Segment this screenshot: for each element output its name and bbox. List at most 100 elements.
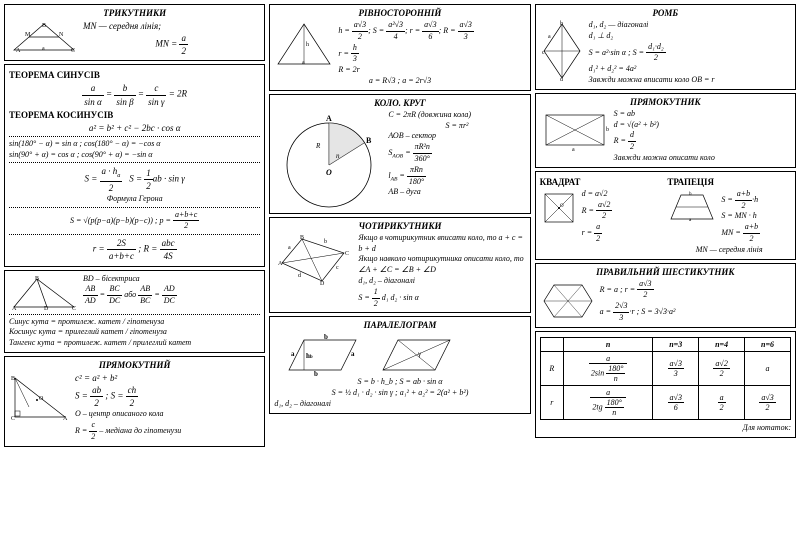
- svg-text:A: A: [326, 114, 332, 123]
- midline-formula: MN = a2: [83, 32, 260, 57]
- svg-text:C: C: [71, 48, 75, 54]
- quads-area: S = 12 d₁ d₂ · sin α: [358, 287, 525, 310]
- svg-text:C: C: [345, 251, 349, 257]
- heron-formula: S = √(p(p−a)(p−b)(p−c)) ; p = a+b+c2: [9, 210, 260, 233]
- svg-text:h: h: [306, 42, 309, 48]
- polygon-table: n n=3 n=4 n=6 R a2sin 180°n a√33 a√22 a …: [540, 337, 791, 420]
- rhombus-box: РОМБ ab dc d₁, d₂ — діагоналі d₁ ⊥ d₂ S …: [535, 4, 796, 90]
- svg-text:b: b: [606, 127, 609, 133]
- hex-f1: R = a ; r = a√32: [600, 279, 791, 302]
- trap-f2: S = MN · h: [721, 211, 791, 222]
- trig-cos: Косинус кута = прилеглий катет / гіпотен…: [9, 327, 260, 338]
- square-diagram: O: [540, 189, 578, 227]
- sines-title: ТЕОРЕМА СИНУСІВ: [9, 70, 260, 80]
- r2-c3: a2: [699, 385, 745, 419]
- bisector-text: BD – бісектриса: [83, 274, 260, 285]
- quads-diag: d₁, d₂ – діагоналі: [358, 276, 525, 287]
- circle-arc: lAB = πRn180°: [388, 165, 525, 188]
- trap-diagram: ba: [667, 189, 717, 223]
- rhombus-sum: d₁² + d₂² = 4a²: [589, 64, 791, 75]
- r2-c1: a2tg 180°n: [563, 385, 652, 419]
- rect-d: d = √(a² + b²): [614, 120, 791, 131]
- circle-c: C = 2πR (довжина кола): [388, 110, 525, 121]
- svg-text:D: D: [44, 306, 49, 312]
- svg-text:d: d: [298, 273, 301, 279]
- th-n: n: [563, 337, 652, 351]
- quads-box: ЧОТИРИКУТНИКИ AB CD ab cd Якщо в чотирик…: [269, 217, 530, 314]
- svg-text:b: b: [324, 333, 328, 341]
- quads-inscribe: Якщо в чотирикутник вписати коло, то a +…: [358, 233, 525, 255]
- para-diagram-2: γ: [368, 332, 458, 377]
- r2-c4: a√32: [745, 385, 791, 419]
- triangles-box: ТРИКУТНИКИ ABC MN a MN — середня лінія; …: [4, 4, 265, 61]
- hex-f2: a = 2√33·r ; S = 3√3·a²: [600, 301, 791, 324]
- hex-diagram: [540, 279, 596, 323]
- equilateral-box: РІВНОСТОРОННІЙ ha h = a√32; S = a²√34; r…: [269, 4, 530, 91]
- right-area: S = ab2 ; S = ch2: [75, 384, 260, 409]
- rhombus-title: РОМБ: [540, 8, 791, 18]
- eq-R2: R = 2r: [338, 65, 525, 76]
- para-f3: d₁, d₂ – діагоналі: [274, 399, 525, 410]
- sines-formula: asin α = bsin β = csin γ = 2R: [9, 82, 260, 107]
- cosines-f3: sin(90° + α) = cos α ; cos(90° + α) = −s…: [9, 150, 260, 161]
- circle-box: КОЛО. КРУГ A B O R n C = 2πR (довжина ко…: [269, 94, 530, 214]
- svg-text:c: c: [336, 265, 339, 271]
- svg-text:A: A: [278, 261, 283, 267]
- square-f4: r = a2: [582, 222, 664, 245]
- svg-text:b: b: [560, 21, 563, 27]
- th-n3: n=3: [653, 337, 699, 351]
- bisector-diagram: AB CD: [9, 274, 79, 312]
- triangles-title: ТРИКУТНИКИ: [9, 8, 260, 18]
- svg-text:a: a: [42, 46, 45, 52]
- right-circ: О – центр описаного кола: [75, 409, 260, 420]
- heron-label: Формула Герона: [9, 194, 260, 205]
- r1-c4: a: [745, 351, 791, 385]
- rect-box: ПРЯМОКУТНИК ba S = ab d = √(a² + b²) R =…: [535, 93, 796, 168]
- rhombus-d: d₁, d₂ — діагоналі: [589, 20, 791, 31]
- svg-text:n: n: [336, 152, 340, 160]
- svg-text:C: C: [11, 416, 15, 422]
- cosines-title: ТЕОРЕМА КОСИНУСІВ: [9, 110, 260, 120]
- r1-c2: a√33: [653, 351, 699, 385]
- svg-text:a: a: [572, 147, 575, 151]
- svg-text:O: O: [39, 396, 44, 402]
- trap-title: ТРАПЕЦІЯ: [667, 177, 791, 187]
- svg-text:B: B: [42, 23, 46, 29]
- trap-f3: MN = a+b2: [721, 222, 791, 245]
- svg-text:C: C: [72, 306, 76, 312]
- polygon-table-box: n n=3 n=4 n=6 R a2sin 180°n a√33 a√22 a …: [535, 331, 796, 438]
- quads-circum: Якщо навколо чотирикутника описати коло,…: [358, 254, 525, 276]
- para-title: ПАРАЛЕЛОГРАМ: [274, 320, 525, 330]
- notes-label: Для нотаток:: [540, 423, 791, 434]
- th-n4: n=4: [699, 337, 745, 351]
- right-triangle-diagram: C B A O: [9, 372, 71, 422]
- svg-text:c: c: [542, 50, 545, 56]
- square-f3: R = a√22: [582, 200, 664, 223]
- svg-text:γ: γ: [417, 350, 421, 358]
- eq-r2: r = h3: [338, 43, 525, 66]
- svg-text:a: a: [351, 350, 355, 358]
- svg-text:b: b: [689, 192, 692, 197]
- svg-text:O: O: [326, 168, 332, 177]
- circle-diagram: A B O R n: [274, 110, 384, 210]
- bisector-rel: ABAD = BCDC або ABBC = ADDC: [83, 284, 260, 307]
- right-median: R = c2 – медіана до гіпотенузи: [75, 420, 260, 443]
- svg-text:d: d: [560, 77, 563, 82]
- circle-sarea: SAOB = πR²n360°: [388, 142, 525, 165]
- quad-diagram: AB CD ab cd: [274, 233, 354, 288]
- right-triangle-box: ПРЯМОКУТНИЙ CBA O c² = a² + b² S = ab2 ;…: [4, 356, 265, 447]
- trap-note: MN — середня лінія: [667, 245, 791, 256]
- bisector-box: AB CD BD – бісектриса ABAD = BCDC або AB…: [4, 270, 265, 353]
- cosines-f2: sin(180° − α) = sin α ; cos(180° − α) = …: [9, 139, 260, 150]
- svg-text:A: A: [63, 416, 68, 422]
- svg-text:A: A: [12, 306, 17, 312]
- svg-text:B: B: [11, 376, 15, 382]
- para-f1: S = b · h_b ; S = ab · sin α: [274, 377, 525, 388]
- svg-text:hb: hb: [306, 352, 313, 360]
- circle-sector: АОВ – сектор: [388, 131, 525, 142]
- r1-c3: a√22: [699, 351, 745, 385]
- r1-c1: a2sin 180°n: [563, 351, 652, 385]
- svg-text:a: a: [291, 350, 295, 358]
- svg-text:a: a: [288, 245, 291, 251]
- svg-text:b: b: [314, 370, 318, 377]
